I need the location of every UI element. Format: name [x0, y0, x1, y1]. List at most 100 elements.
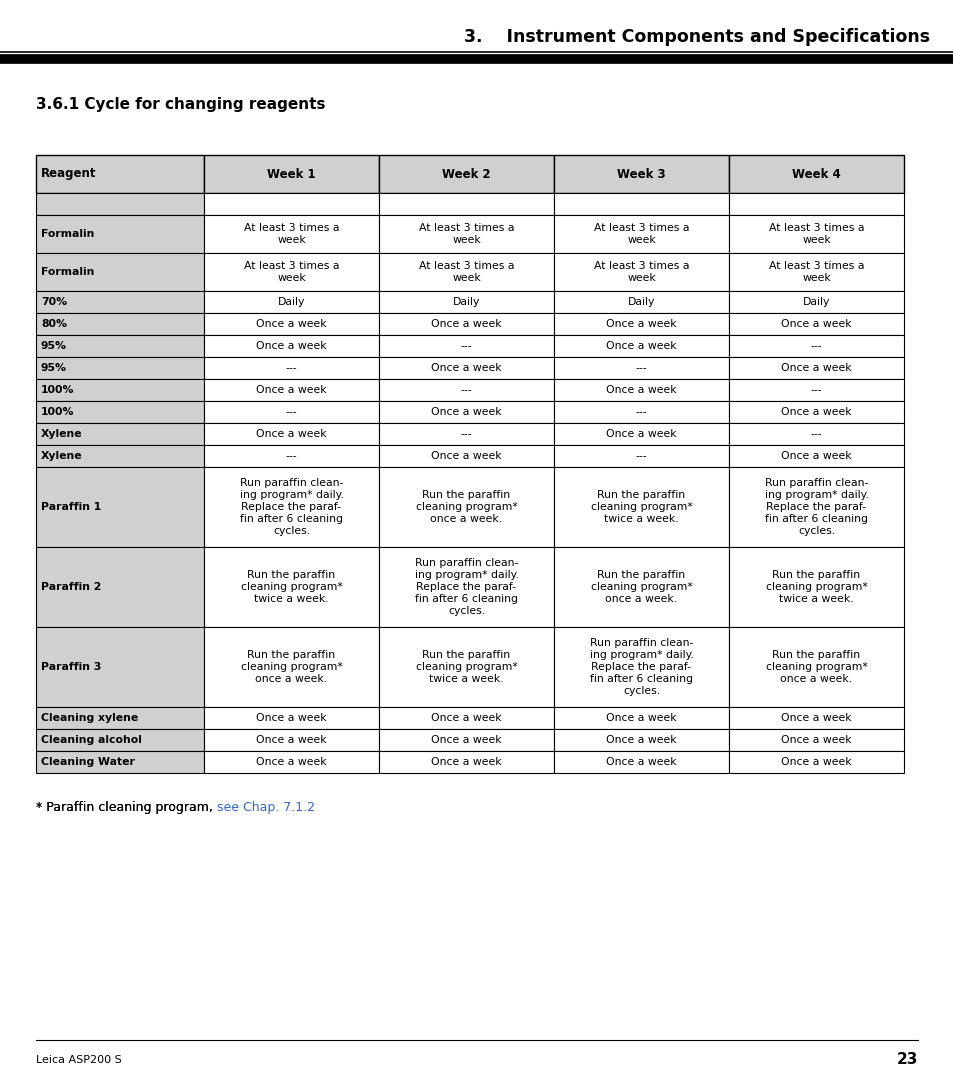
Text: At least 3 times a
week: At least 3 times a week — [768, 222, 863, 245]
Text: Once a week: Once a week — [431, 407, 501, 417]
Text: Once a week: Once a week — [256, 757, 327, 767]
Text: 23: 23 — [896, 1053, 917, 1067]
Bar — [378, 253, 554, 291]
Text: Run paraffin clean-
ing program* daily.
Replace the paraf-
fin after 6 cleaning
: Run paraffin clean- ing program* daily. … — [763, 478, 867, 536]
Bar — [204, 313, 378, 335]
Bar — [378, 215, 554, 253]
Text: Run paraffin clean-
ing program* daily.
Replace the paraf-
fin after 6 cleaning
: Run paraffin clean- ing program* daily. … — [415, 558, 517, 616]
Text: Once a week: Once a week — [781, 713, 851, 723]
Text: Once a week: Once a week — [605, 429, 676, 438]
Text: Formalin: Formalin — [41, 267, 94, 276]
Bar — [554, 751, 728, 773]
Text: Run the paraffin
cleaning program*
once a week.: Run the paraffin cleaning program* once … — [240, 650, 342, 684]
Bar — [554, 253, 728, 291]
Text: ---: --- — [810, 429, 821, 438]
Bar — [728, 467, 903, 546]
Bar — [36, 357, 204, 379]
Text: see Chap. 7.1.2: see Chap. 7.1.2 — [216, 801, 314, 814]
Text: At least 3 times a
week: At least 3 times a week — [418, 222, 514, 245]
Text: Cleaning alcohol: Cleaning alcohol — [41, 735, 142, 745]
Text: Formalin: Formalin — [41, 229, 94, 239]
Text: Once a week: Once a week — [256, 341, 327, 351]
Text: At least 3 times a
week: At least 3 times a week — [244, 261, 339, 283]
Text: * Paraffin cleaning program,: * Paraffin cleaning program, — [36, 801, 216, 814]
Bar — [378, 707, 554, 729]
Text: Once a week: Once a week — [605, 319, 676, 329]
Bar — [36, 215, 204, 253]
Text: ---: --- — [285, 451, 297, 461]
Bar — [204, 627, 378, 707]
Bar — [36, 467, 204, 546]
Bar — [36, 313, 204, 335]
Bar — [204, 379, 378, 401]
Bar — [378, 379, 554, 401]
Bar — [728, 729, 903, 751]
Bar — [204, 467, 378, 546]
Bar — [378, 729, 554, 751]
Bar — [378, 357, 554, 379]
Bar — [554, 546, 728, 627]
Bar — [378, 156, 554, 193]
Text: Once a week: Once a week — [431, 713, 501, 723]
Text: At least 3 times a
week: At least 3 times a week — [418, 261, 514, 283]
Bar — [36, 193, 204, 215]
Bar — [204, 291, 378, 313]
Text: Once a week: Once a week — [256, 735, 327, 745]
Bar — [554, 291, 728, 313]
Bar — [36, 379, 204, 401]
Text: Once a week: Once a week — [781, 319, 851, 329]
Bar — [378, 627, 554, 707]
Text: Once a week: Once a week — [781, 363, 851, 373]
Text: Reagent: Reagent — [41, 167, 96, 180]
Bar — [728, 379, 903, 401]
Text: Once a week: Once a week — [781, 451, 851, 461]
Bar — [554, 729, 728, 751]
Text: Once a week: Once a week — [256, 319, 327, 329]
Text: Run the paraffin
cleaning program*
twice a week.: Run the paraffin cleaning program* twice… — [590, 490, 692, 524]
Bar — [554, 401, 728, 423]
Bar — [378, 401, 554, 423]
Bar — [36, 627, 204, 707]
Text: Paraffin 3: Paraffin 3 — [41, 662, 101, 672]
Bar — [36, 156, 204, 193]
Bar — [728, 357, 903, 379]
Bar — [554, 445, 728, 467]
Bar — [204, 401, 378, 423]
Bar — [378, 423, 554, 445]
Text: Run paraffin clean-
ing program* daily.
Replace the paraf-
fin after 6 cleaning
: Run paraffin clean- ing program* daily. … — [589, 638, 693, 696]
Bar — [554, 357, 728, 379]
Bar — [554, 156, 728, 193]
Text: Once a week: Once a week — [431, 757, 501, 767]
Text: Cleaning Water: Cleaning Water — [41, 757, 134, 767]
Text: ---: --- — [635, 363, 647, 373]
Bar — [204, 445, 378, 467]
Bar — [554, 423, 728, 445]
Bar — [728, 401, 903, 423]
Bar — [378, 546, 554, 627]
Bar — [728, 291, 903, 313]
Text: Once a week: Once a week — [781, 407, 851, 417]
Text: 95%: 95% — [41, 363, 67, 373]
Text: Run the paraffin
cleaning program*
once a week.: Run the paraffin cleaning program* once … — [416, 490, 517, 524]
Text: At least 3 times a
week: At least 3 times a week — [244, 222, 339, 245]
Text: ---: --- — [635, 407, 647, 417]
Text: Daily: Daily — [627, 297, 655, 307]
Bar — [728, 445, 903, 467]
Text: ---: --- — [810, 384, 821, 395]
Text: 95%: 95% — [41, 341, 67, 351]
Bar — [378, 467, 554, 546]
Bar — [728, 627, 903, 707]
Text: Once a week: Once a week — [431, 319, 501, 329]
Bar — [378, 193, 554, 215]
Bar — [36, 445, 204, 467]
Text: Once a week: Once a week — [431, 451, 501, 461]
Text: Xylene: Xylene — [41, 429, 83, 438]
Bar — [378, 445, 554, 467]
Bar — [204, 423, 378, 445]
Text: Once a week: Once a week — [781, 757, 851, 767]
Text: ---: --- — [460, 341, 472, 351]
Bar — [36, 707, 204, 729]
Text: Once a week: Once a week — [605, 757, 676, 767]
Bar — [378, 313, 554, 335]
Bar — [728, 546, 903, 627]
